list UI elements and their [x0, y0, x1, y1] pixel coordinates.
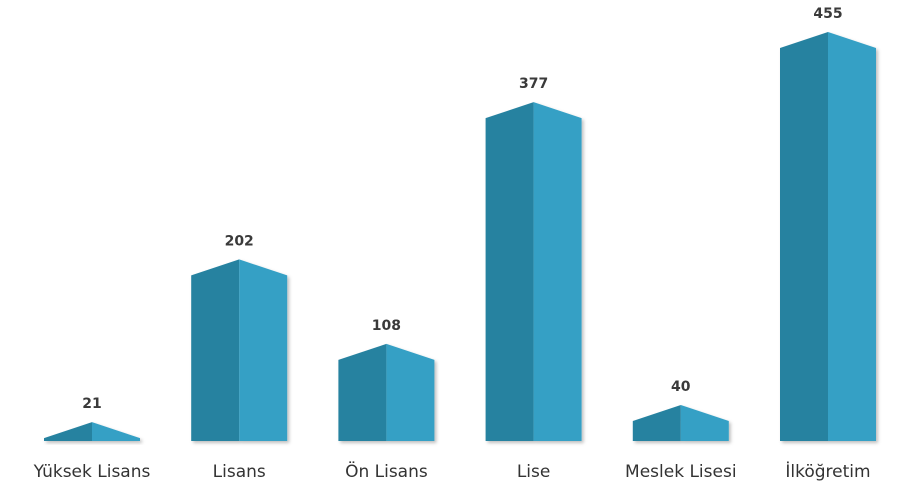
bar-right-face: [533, 102, 582, 441]
bar-lisans: [191, 259, 288, 441]
category-label-lisans: Lisans: [213, 462, 266, 482]
bar-left-face: [191, 259, 240, 441]
value-label-ilkogretim: 455: [813, 6, 842, 22]
bar-right-face: [239, 259, 288, 441]
value-label-yuksek-lisans: 21: [82, 396, 101, 412]
value-labels-group: 21 202 108 377 40 455: [82, 6, 842, 412]
bar-lise: [485, 102, 582, 441]
bar-right-face: [680, 405, 729, 441]
category-label-yuksek-lisans: Yüksek Lisans: [33, 462, 151, 482]
bar-left-face: [338, 343, 387, 441]
bar-right-face: [828, 32, 876, 441]
bar-right-face: [92, 422, 140, 441]
category-label-ilkogretim: İlköğretim: [785, 461, 870, 482]
bar-on-lisans: [338, 343, 435, 441]
category-label-meslek-lisesi: Meslek Lisesi: [625, 462, 737, 482]
bar-ilkogretim: [780, 32, 876, 441]
bar-left-face: [485, 102, 534, 441]
bar-meslek-lisesi: [632, 405, 729, 441]
bars-group: [44, 32, 876, 441]
category-label-on-lisans: Ön Lisans: [345, 460, 428, 482]
bar-left-face: [780, 32, 828, 441]
value-label-meslek-lisesi: 40: [671, 379, 691, 395]
value-label-lisans: 202: [225, 233, 254, 249]
value-label-lise: 377: [519, 76, 548, 92]
bar-yuksek-lisans: [44, 422, 140, 441]
value-label-on-lisans: 108: [372, 318, 401, 334]
category-labels-group: Yüksek Lisans Lisans Ön Lisans Lise Meslek L…: [33, 460, 871, 482]
bar-right-face: [386, 343, 435, 441]
category-label-lise: Lise: [517, 462, 551, 482]
bar-left-face: [44, 422, 92, 441]
bar-left-face: [632, 405, 681, 441]
